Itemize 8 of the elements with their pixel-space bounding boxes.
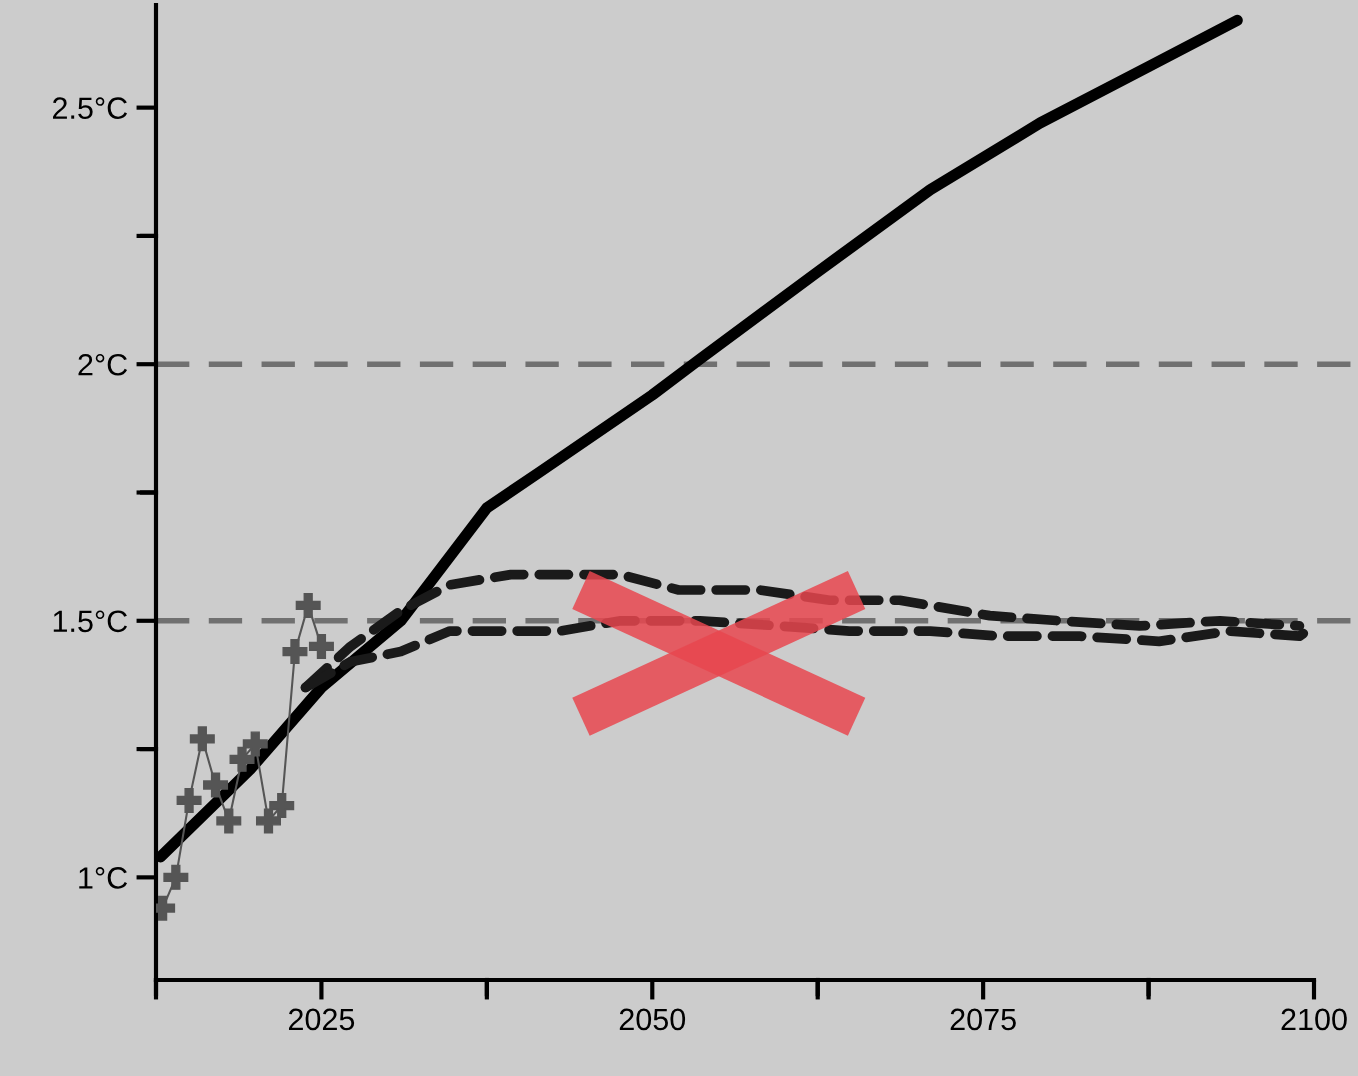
x-tick-label: 2050 <box>619 1008 686 1031</box>
x-tick-label: 2100 <box>1281 1008 1347 1031</box>
y-tick-label: 1°C <box>79 867 128 889</box>
y-tick-label: 1.5°C <box>53 610 128 633</box>
y-tick-label: 2°C <box>78 353 128 376</box>
y-tick-label: 2.5°C <box>53 97 128 119</box>
x-tick-label: 2025 <box>288 1008 355 1031</box>
x-tick-label: 2075 <box>950 1008 1016 1031</box>
